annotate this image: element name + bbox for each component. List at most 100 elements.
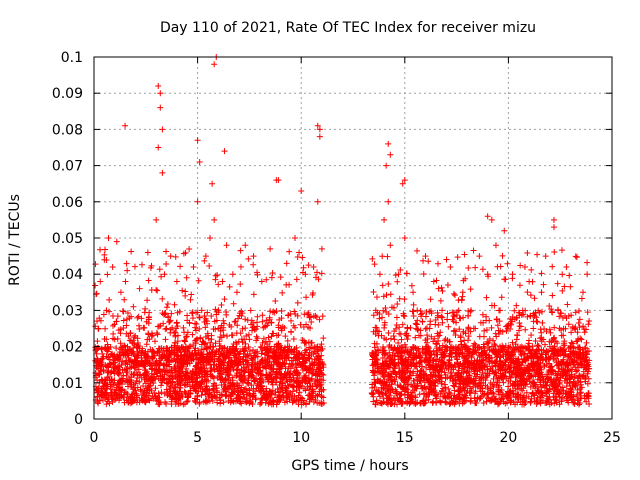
data-point (489, 367, 496, 374)
data-point (463, 343, 470, 350)
data-point (311, 362, 318, 369)
data-point (411, 354, 418, 361)
data-point (426, 325, 433, 332)
data-point (179, 358, 186, 365)
data-point (234, 397, 241, 404)
data-point (139, 397, 146, 404)
data-point (444, 310, 451, 317)
y-tick-label: 0.07 (52, 159, 83, 175)
data-point (550, 335, 557, 342)
data-point (384, 253, 391, 260)
data-point (146, 387, 153, 394)
data-point (310, 263, 317, 270)
data-point (113, 318, 120, 325)
data-point (385, 198, 392, 205)
data-point (543, 328, 550, 335)
data-point (166, 386, 173, 393)
data-point (395, 353, 402, 360)
data-point (575, 361, 582, 368)
data-point (556, 401, 563, 408)
data-point (373, 294, 380, 301)
data-point (510, 358, 517, 365)
data-point (438, 284, 445, 291)
data-point (524, 250, 531, 257)
data-point (476, 352, 483, 359)
data-point (450, 364, 457, 371)
x-tick-label: 10 (292, 430, 310, 446)
data-point (552, 393, 559, 400)
data-point (380, 398, 387, 405)
data-point (499, 328, 506, 335)
data-point (508, 349, 515, 356)
data-point (202, 253, 209, 260)
data-point (155, 359, 162, 366)
data-point (182, 390, 189, 397)
data-point (314, 198, 321, 205)
data-point (197, 335, 204, 342)
data-point (576, 351, 583, 358)
data-point (496, 358, 503, 365)
data-point (450, 395, 457, 402)
data-point (260, 335, 267, 342)
data-point (443, 343, 450, 350)
data-point (477, 382, 484, 389)
data-point (273, 347, 280, 354)
data-point (468, 365, 475, 372)
data-point (233, 330, 240, 337)
data-point (468, 397, 475, 404)
data-point (502, 359, 509, 366)
data-point (192, 324, 199, 331)
data-point (259, 339, 266, 346)
data-point (457, 384, 464, 391)
data-point (511, 307, 518, 314)
data-point (156, 345, 163, 352)
data-point (164, 392, 171, 399)
data-point (559, 372, 566, 379)
data-point (207, 356, 214, 363)
data-point (554, 386, 561, 393)
data-point (124, 267, 131, 274)
data-point (244, 379, 251, 386)
data-point (371, 261, 378, 268)
data-point (540, 397, 547, 404)
data-point (276, 382, 283, 389)
data-point (133, 357, 140, 364)
data-point (171, 301, 178, 308)
data-point (283, 260, 290, 267)
data-point (439, 319, 446, 326)
data-point (102, 246, 109, 253)
data-point (149, 365, 156, 372)
data-point (478, 375, 485, 382)
data-point (435, 260, 442, 267)
data-point (523, 395, 530, 402)
data-point (563, 389, 570, 396)
data-point (161, 271, 168, 278)
data-point (159, 169, 166, 176)
data-point (555, 368, 562, 375)
data-point (534, 318, 541, 325)
data-point (166, 318, 173, 325)
data-point (249, 327, 256, 334)
data-point (549, 309, 556, 316)
data-point (497, 307, 504, 314)
data-point (372, 401, 379, 408)
data-point (558, 247, 565, 254)
data-point (502, 276, 509, 283)
data-point (550, 350, 557, 357)
data-point (487, 354, 494, 361)
data-point (473, 373, 480, 380)
data-point (509, 271, 516, 278)
data-point (401, 349, 408, 356)
data-point (493, 351, 500, 358)
data-point (178, 372, 185, 379)
data-point (193, 362, 200, 369)
data-point (302, 374, 309, 381)
data-point (534, 399, 541, 406)
data-point (556, 313, 563, 320)
data-point (518, 381, 525, 388)
data-point (290, 335, 297, 342)
data-point (459, 289, 466, 296)
data-point (291, 308, 298, 315)
data-point (310, 351, 317, 358)
data-point (416, 348, 423, 355)
